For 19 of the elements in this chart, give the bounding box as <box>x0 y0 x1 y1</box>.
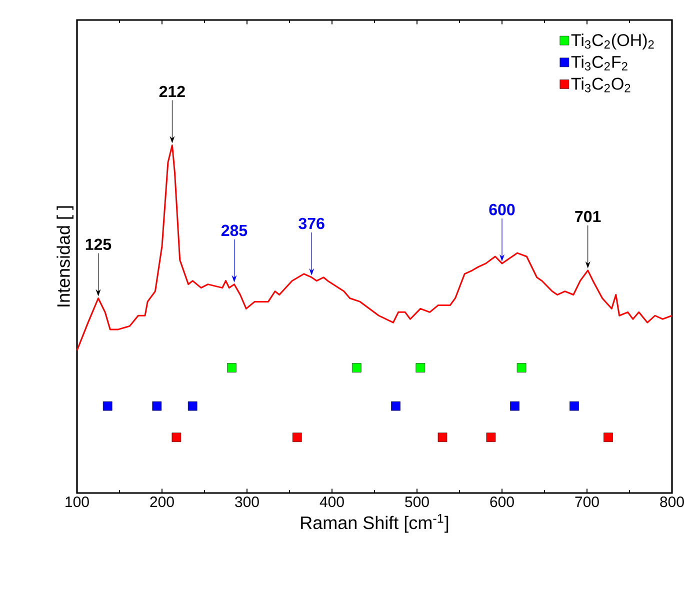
x-tick-label: 400 <box>320 496 344 508</box>
x-tick-label: 800 <box>660 496 684 508</box>
x-tick-label: 700 <box>575 496 599 508</box>
annotation: 125 <box>86 238 112 250</box>
y-axis-title: Intensidad [ ] <box>56 206 74 306</box>
annotation: 212 <box>159 86 185 98</box>
legend-label: Ti$_{3}$C$_{2}$(OH)$_{2}$ <box>571 34 654 50</box>
x-tick-label: 600 <box>490 496 514 508</box>
x-tick-label: 100 <box>66 496 89 508</box>
x-axis-title: Raman Shift [cm$^{-1}$] <box>301 514 448 533</box>
x-tick-label: 300 <box>235 496 259 508</box>
x-tick-label: 500 <box>405 496 429 508</box>
legend-label: Ti$_{3}$C$_{2}$F$_{2}$ <box>571 55 628 70</box>
annotation: 376 <box>298 218 324 230</box>
legend-label: Ti$_{3}$C$_{2}$O$_{2}$ <box>571 77 630 92</box>
annotation: 701 <box>575 210 601 222</box>
annotation: 285 <box>221 224 248 236</box>
x-tick-label: 200 <box>150 496 174 508</box>
annotation: 600 <box>489 204 515 216</box>
